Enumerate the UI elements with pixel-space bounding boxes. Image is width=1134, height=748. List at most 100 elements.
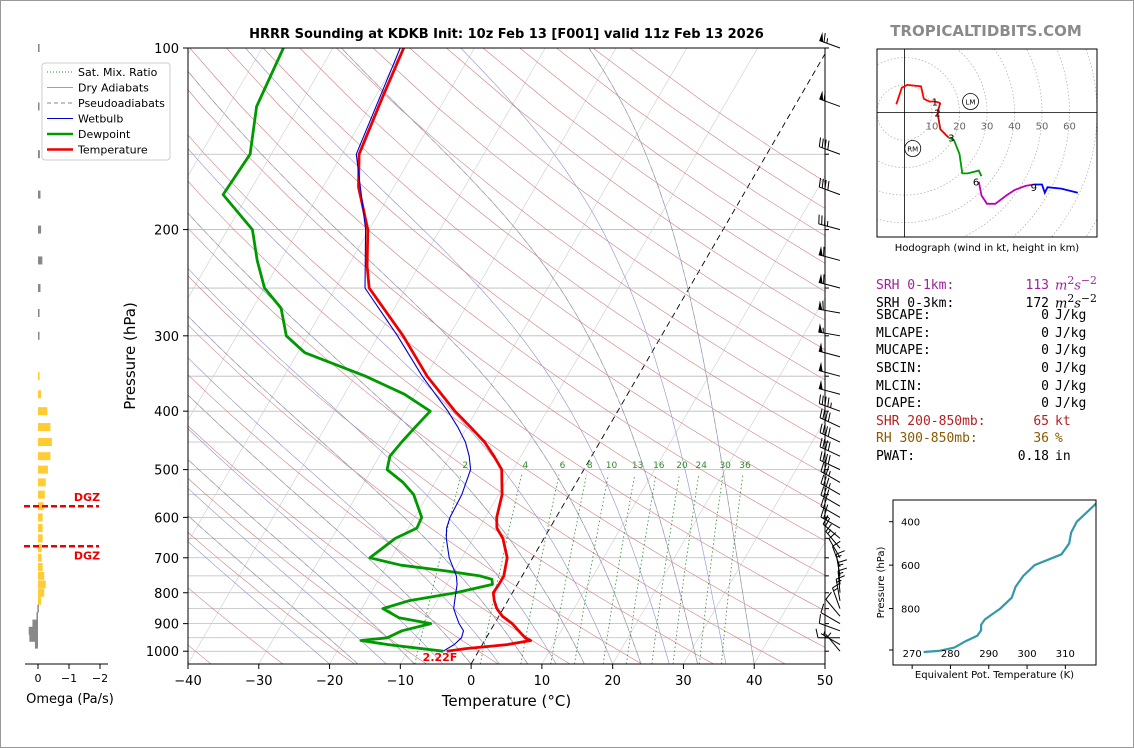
- wind-barb-full: [815, 628, 819, 638]
- wind-barb-full: [825, 517, 831, 527]
- omega-bar: [38, 452, 51, 461]
- hodograph-panel: 10 20 30 40 50 60 12 3 6 9 LM RM Hodograph (wind in …: [876, 48, 1098, 254]
- wind-barb: [820, 474, 841, 496]
- wind-barb: [818, 177, 841, 196]
- x-tick-label: −30: [245, 674, 272, 689]
- wind-barb-flag: [818, 246, 823, 256]
- mixing-ratio-line: [602, 474, 636, 664]
- stat-value: 0: [1041, 396, 1049, 412]
- wind-barb: [837, 567, 848, 593]
- wind-barb-flag: [818, 342, 823, 353]
- pseudoadiabat-dashed: [341, 48, 698, 664]
- wind-barb-flag: [818, 323, 823, 333]
- isotherm-line: [824, 663, 825, 664]
- wind-barb-full: [835, 575, 845, 580]
- hodo-caption: Hodograph (wind in kt, height in km): [895, 243, 1080, 254]
- dry-adiabat: [409, 48, 825, 351]
- wind-barb-flag: [818, 379, 823, 390]
- stat-unit: kt: [1055, 413, 1071, 429]
- wind-barb-full: [837, 559, 848, 564]
- dry-adiabat: [188, 531, 355, 664]
- stat-value: 0: [1041, 308, 1049, 324]
- wind-barb-full: [832, 582, 841, 589]
- wind-barb: [818, 323, 841, 337]
- omega-bar: [38, 465, 48, 474]
- x-tick-label: 40: [746, 674, 763, 689]
- dry-adiabat: [336, 48, 825, 411]
- brand-watermark: TROPICALTIDBITS.COM: [890, 22, 1082, 40]
- omega-bar: [38, 150, 40, 159]
- wind-barb-full: [819, 437, 823, 448]
- stat-value: 0: [1041, 343, 1049, 359]
- wind-barb-full: [819, 408, 823, 418]
- mixing-ratio-label: 24: [695, 461, 707, 471]
- wind-barb-flag: [819, 32, 824, 42]
- pseudoadiabat: [188, 148, 613, 664]
- pseudoadiabat-dashed: [188, 70, 642, 664]
- stat-row: SHR 200-850mb: 65 kt: [876, 413, 1097, 431]
- x-axis-label: Temperature (°C): [441, 692, 571, 710]
- omega-tick-label: −2: [92, 672, 108, 685]
- wind-barb-half: [836, 554, 842, 558]
- mixing-ratio-line: [550, 474, 587, 664]
- wind-barb: [818, 379, 841, 395]
- wind-barb-full: [820, 497, 825, 507]
- mixing-ratio-line: [574, 474, 609, 664]
- theta-x-tick-label: 280: [941, 649, 960, 660]
- isotherm-line: [683, 419, 825, 664]
- y-tick-label: 700: [154, 552, 179, 567]
- stat-row: MLCAPE: 0 J/kg: [876, 325, 1097, 343]
- wind-barb: [818, 214, 841, 231]
- wind-barb-full: [823, 476, 827, 486]
- wind-barb-full: [827, 412, 831, 422]
- x-tick-label: 10: [534, 674, 551, 689]
- y-tick-label: 900: [154, 618, 179, 633]
- stat-unit: %: [1055, 431, 1063, 447]
- wind-barb-staff: [822, 523, 841, 539]
- wind-barb-full: [822, 409, 826, 420]
- wind-barb: [822, 515, 841, 539]
- wind-barb: [832, 582, 841, 609]
- hodo-segment: [1033, 183, 1079, 196]
- stat-row: SRH 0-1km: 113 m2s−2: [876, 272, 1097, 293]
- stat-row: SBCAPE: 0 J/kg: [876, 307, 1097, 325]
- stat-unit: J/kg: [1055, 360, 1087, 376]
- series-wetbulb-line: [355, 48, 472, 652]
- wind-barb-full: [819, 451, 823, 461]
- pseudoadiabat-dashed: [188, 315, 528, 664]
- theta-x-tick-label: 270: [903, 649, 922, 660]
- stat-row: RH 300-850mb: 36%: [876, 430, 1097, 448]
- stat-value: 113: [1025, 278, 1049, 294]
- wind-barb: [825, 591, 841, 617]
- wind-barb-full: [820, 486, 825, 496]
- dry-adiabat: [188, 180, 825, 648]
- wind-barb-staff: [819, 186, 841, 196]
- stat-value: 172: [1025, 295, 1049, 311]
- wind-barb-full: [827, 397, 830, 407]
- wind-barb-staff: [837, 570, 841, 593]
- mixing-ratio-label: 2: [462, 461, 468, 471]
- wind-barb-full: [827, 455, 831, 465]
- wind-barb-staff: [820, 505, 841, 518]
- skewt-panel: 2 4 6 8 10 13 16 20 24 30 361002003004005006007008…: [41, 32, 848, 710]
- pseudoadiabat: [588, 48, 755, 664]
- y-tick-label: 500: [154, 464, 179, 479]
- mixing-ratio-label: 30: [719, 461, 731, 471]
- stat-unit: m2s−2: [1055, 291, 1097, 311]
- mixing-ratio-line: [721, 474, 744, 664]
- mixing-ratio-label: 20: [676, 461, 688, 471]
- omega-bar: [37, 604, 39, 613]
- isotherm-line: [188, 48, 404, 421]
- pseudoadiabat-dashed: [188, 394, 472, 664]
- wind-barb-half: [836, 579, 842, 583]
- hodo-height-label: 6: [973, 178, 979, 189]
- wind-barb-staff: [818, 331, 841, 337]
- wind-barb-full: [820, 508, 825, 518]
- wind-barb-full: [822, 515, 828, 525]
- y-tick-label: 800: [154, 587, 179, 602]
- mixing-ratio-line: [626, 474, 657, 664]
- omega-bar: [34, 640, 38, 649]
- omega-bar: [38, 502, 44, 511]
- wind-barb-full: [835, 550, 845, 555]
- stat-label: MUCAPE:: [876, 343, 931, 359]
